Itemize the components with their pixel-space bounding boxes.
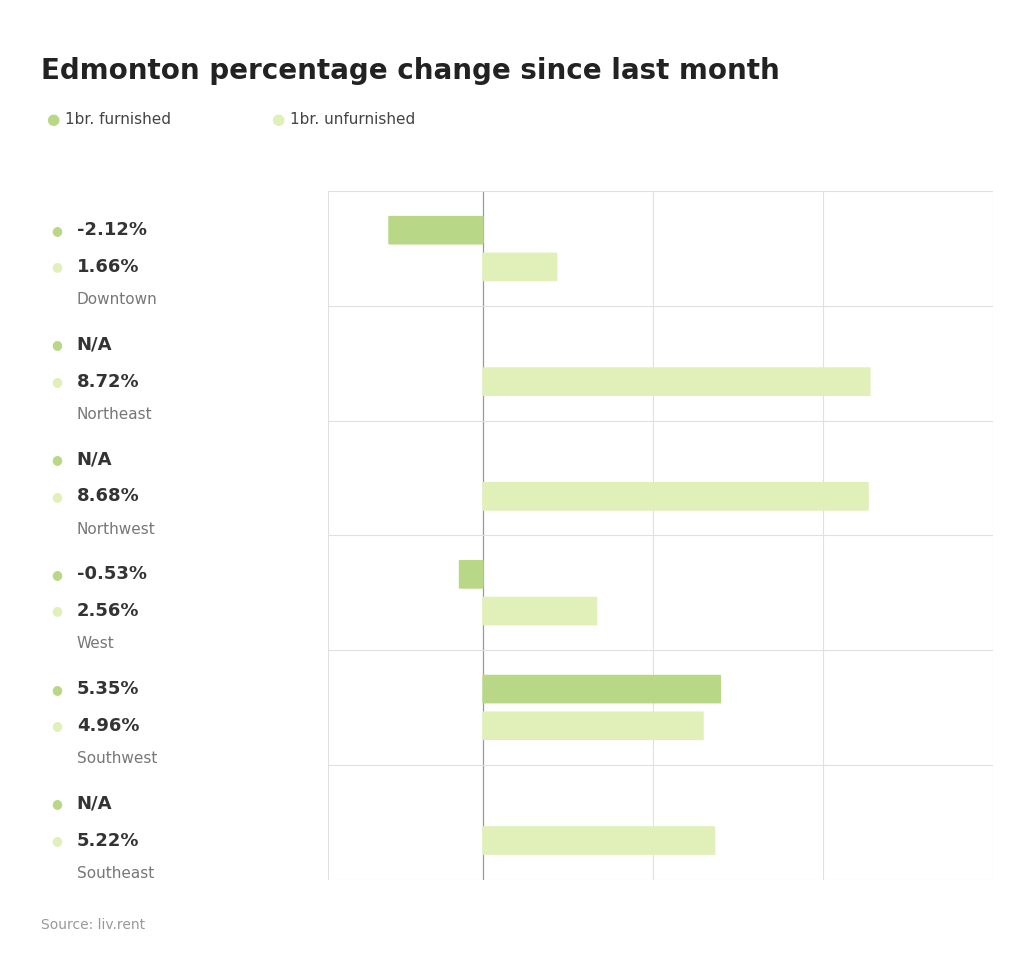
Text: ●: ● xyxy=(51,834,61,847)
Text: 8.68%: 8.68% xyxy=(77,488,139,506)
Text: ●: ● xyxy=(51,797,61,811)
Text: -0.53%: -0.53% xyxy=(77,565,146,583)
Text: 5.22%: 5.22% xyxy=(77,832,139,850)
Text: ●: ● xyxy=(51,683,61,696)
FancyBboxPatch shape xyxy=(482,597,597,625)
Text: Edmonton percentage change since last month: Edmonton percentage change since last mo… xyxy=(41,57,779,85)
Text: Northwest: Northwest xyxy=(77,522,156,536)
Text: ●: ● xyxy=(51,719,61,732)
FancyBboxPatch shape xyxy=(482,482,868,511)
Text: Downtown: Downtown xyxy=(77,293,158,307)
FancyBboxPatch shape xyxy=(482,367,870,396)
Text: 5.35%: 5.35% xyxy=(77,680,139,698)
Text: Northeast: Northeast xyxy=(77,407,153,422)
Text: 1.66%: 1.66% xyxy=(77,258,139,276)
Text: ●: ● xyxy=(51,260,61,273)
FancyBboxPatch shape xyxy=(482,675,721,704)
Text: Source: liv.rent: Source: liv.rent xyxy=(41,918,145,932)
Text: ●: ● xyxy=(51,375,61,388)
Text: N/A: N/A xyxy=(77,450,113,468)
Text: ●: ● xyxy=(51,489,61,503)
Text: N/A: N/A xyxy=(77,794,113,813)
Text: Southeast: Southeast xyxy=(77,866,154,880)
Text: 8.72%: 8.72% xyxy=(77,373,139,391)
Text: 4.96%: 4.96% xyxy=(77,717,139,735)
Text: 1br. furnished: 1br. furnished xyxy=(65,112,171,127)
FancyBboxPatch shape xyxy=(388,216,483,245)
Text: ●: ● xyxy=(51,604,61,618)
FancyBboxPatch shape xyxy=(459,560,483,589)
Text: ●: ● xyxy=(51,568,61,581)
Text: ●: ● xyxy=(46,112,59,127)
Text: ●: ● xyxy=(51,453,61,467)
FancyBboxPatch shape xyxy=(482,711,703,740)
Text: ●: ● xyxy=(51,338,61,352)
FancyBboxPatch shape xyxy=(482,826,716,855)
Text: Southwest: Southwest xyxy=(77,751,157,766)
Text: ●: ● xyxy=(271,112,285,127)
Text: ●: ● xyxy=(51,224,61,237)
Text: -2.12%: -2.12% xyxy=(77,221,146,239)
Text: 1br. unfurnished: 1br. unfurnished xyxy=(290,112,415,127)
Text: N/A: N/A xyxy=(77,336,113,354)
Text: West: West xyxy=(77,637,115,651)
Text: 2.56%: 2.56% xyxy=(77,602,139,620)
FancyBboxPatch shape xyxy=(482,252,557,281)
